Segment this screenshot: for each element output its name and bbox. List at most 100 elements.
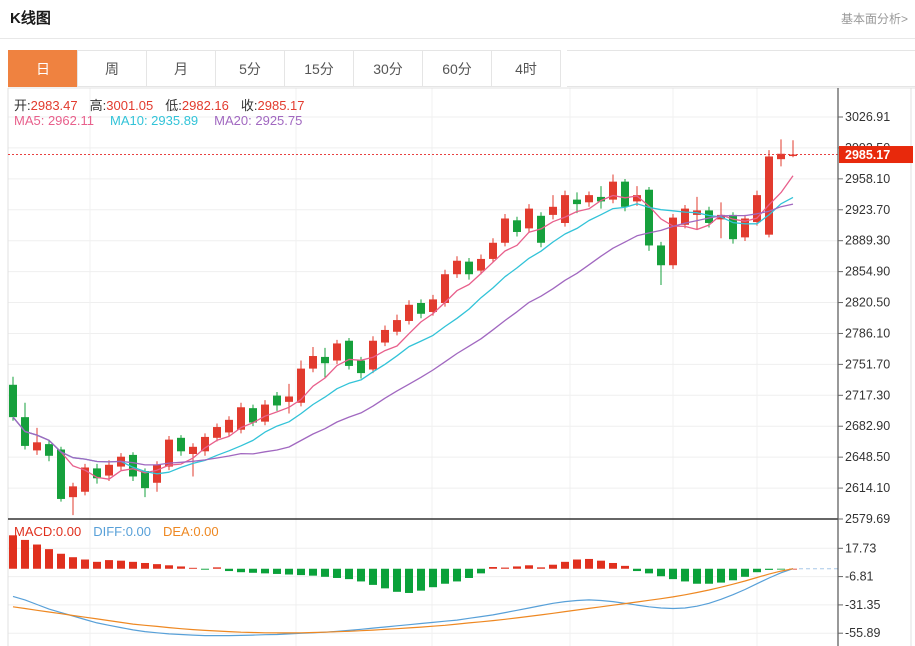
candle[interactable] xyxy=(501,218,509,243)
tab-5分[interactable]: 5分 xyxy=(215,50,285,87)
macd-bar[interactable] xyxy=(309,568,317,576)
macd-bar[interactable] xyxy=(33,544,41,569)
candle[interactable] xyxy=(741,218,749,238)
candle[interactable] xyxy=(93,468,101,479)
candle[interactable] xyxy=(165,439,173,467)
macd-bar[interactable] xyxy=(249,568,257,573)
candle[interactable] xyxy=(477,258,485,271)
candle[interactable] xyxy=(9,384,17,418)
candle[interactable] xyxy=(273,395,281,406)
macd-bar[interactable] xyxy=(93,561,101,569)
macd-bar[interactable] xyxy=(117,560,125,569)
candle[interactable] xyxy=(297,368,305,403)
macd-bar[interactable] xyxy=(105,560,113,569)
candle[interactable] xyxy=(561,195,569,223)
macd-bar[interactable] xyxy=(693,568,701,584)
macd-bar[interactable] xyxy=(561,561,569,569)
macd-bar[interactable] xyxy=(585,558,593,569)
candle[interactable] xyxy=(261,404,269,422)
macd-bar[interactable] xyxy=(741,568,749,577)
tab-月[interactable]: 月 xyxy=(146,50,216,87)
macd-bar[interactable] xyxy=(537,567,545,569)
candle[interactable] xyxy=(777,153,785,160)
tab-日[interactable]: 日 xyxy=(8,50,78,87)
candle[interactable] xyxy=(333,343,341,361)
macd-bar[interactable] xyxy=(261,568,269,574)
candle[interactable] xyxy=(405,304,413,321)
candle[interactable] xyxy=(345,340,353,366)
macd-bar[interactable] xyxy=(9,535,17,569)
candle[interactable] xyxy=(381,329,389,343)
macd-bar[interactable] xyxy=(465,568,473,578)
macd-bar[interactable] xyxy=(753,568,761,573)
candle[interactable] xyxy=(705,210,713,223)
candle[interactable] xyxy=(369,340,377,370)
macd-bar[interactable] xyxy=(597,560,605,569)
candle[interactable] xyxy=(177,437,185,452)
candle[interactable] xyxy=(45,444,53,456)
macd-bar[interactable] xyxy=(633,568,641,572)
candle[interactable] xyxy=(441,274,449,303)
macd-bar[interactable] xyxy=(609,562,617,569)
candle[interactable] xyxy=(213,427,221,438)
macd-bar[interactable] xyxy=(777,568,785,570)
macd-bar[interactable] xyxy=(141,562,149,569)
macd-bar[interactable] xyxy=(21,539,29,569)
macd-bar[interactable] xyxy=(189,567,197,569)
macd-bar[interactable] xyxy=(573,559,581,569)
macd-bar[interactable] xyxy=(513,566,521,569)
candles[interactable] xyxy=(9,139,797,516)
macd-bar[interactable] xyxy=(237,568,245,573)
candle[interactable] xyxy=(753,195,761,223)
candle[interactable] xyxy=(525,208,533,229)
macd-bar[interactable] xyxy=(165,565,173,569)
macd-bar[interactable] xyxy=(549,564,557,569)
candle[interactable] xyxy=(129,454,137,477)
candle[interactable] xyxy=(681,208,689,225)
macd-bar[interactable] xyxy=(453,568,461,582)
macd-bar[interactable] xyxy=(345,568,353,580)
candle[interactable] xyxy=(69,486,77,498)
candle[interactable] xyxy=(201,436,209,452)
candle[interactable] xyxy=(33,442,41,451)
macd-bar[interactable] xyxy=(177,566,185,569)
candle[interactable] xyxy=(609,181,617,200)
tab-4时[interactable]: 4时 xyxy=(491,50,561,87)
tab-60分[interactable]: 60分 xyxy=(422,50,492,87)
candle[interactable] xyxy=(573,199,581,205)
macd-bar[interactable] xyxy=(393,568,401,592)
fundamental-analysis-link[interactable]: 基本面分析> xyxy=(840,12,908,26)
candle[interactable] xyxy=(489,242,497,259)
candle[interactable] xyxy=(57,449,65,499)
candle[interactable] xyxy=(513,220,521,232)
candle[interactable] xyxy=(141,471,149,489)
macd-bar[interactable] xyxy=(273,568,281,574)
macd-bar[interactable] xyxy=(69,557,77,569)
candle[interactable] xyxy=(549,206,557,215)
macd-bar[interactable] xyxy=(369,568,377,585)
macd-bar[interactable] xyxy=(645,568,653,574)
macd-bar[interactable] xyxy=(477,568,485,574)
macd-bar[interactable] xyxy=(765,568,773,570)
candle[interactable] xyxy=(621,181,629,207)
macd-bar[interactable] xyxy=(225,568,233,572)
candle[interactable] xyxy=(285,396,293,402)
candle[interactable] xyxy=(357,360,365,374)
macd-bar[interactable] xyxy=(441,568,449,584)
macd-bar[interactable] xyxy=(57,553,65,569)
macd-bar[interactable] xyxy=(621,565,629,569)
candle[interactable] xyxy=(669,217,677,266)
candle[interactable] xyxy=(105,464,113,476)
candle[interactable] xyxy=(393,320,401,332)
candle[interactable] xyxy=(225,419,233,433)
candle[interactable] xyxy=(249,408,257,423)
macd-bar[interactable] xyxy=(525,565,533,569)
macd-bar[interactable] xyxy=(201,568,209,570)
candle[interactable] xyxy=(765,156,773,235)
macd-bar[interactable] xyxy=(357,568,365,582)
macd-bar[interactable] xyxy=(129,561,137,569)
candle[interactable] xyxy=(789,154,797,157)
macd-bar[interactable] xyxy=(213,567,221,569)
macd-bar[interactable] xyxy=(705,568,713,584)
